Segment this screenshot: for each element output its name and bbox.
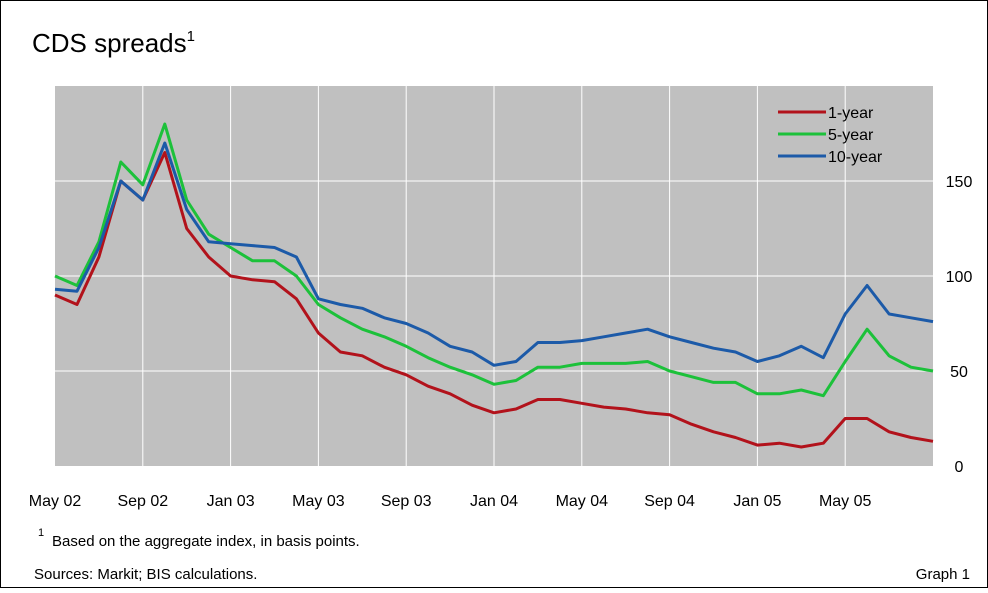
y-tick-label: 150 bbox=[946, 174, 973, 191]
legend-label: 10-year bbox=[828, 149, 883, 166]
legend-label: 1-year bbox=[828, 105, 874, 122]
line-series bbox=[54, 151, 934, 449]
line-series bbox=[54, 122, 934, 398]
x-tick-label: Jan 03 bbox=[207, 493, 255, 510]
footnote: Based on the aggregate index, in basis p… bbox=[52, 533, 360, 550]
y-tick-label: 0 bbox=[955, 459, 964, 476]
x-tick-label: May 05 bbox=[819, 493, 872, 510]
chart-title: CDS spreads1 bbox=[32, 28, 195, 58]
x-tick-label: Jan 04 bbox=[470, 493, 518, 510]
y-tick-label: 100 bbox=[946, 269, 973, 286]
x-tick-label: Sep 04 bbox=[644, 493, 695, 510]
legend-label: 5-year bbox=[828, 127, 874, 144]
graph-label: Graph 1 bbox=[916, 566, 970, 583]
x-tick-label: May 04 bbox=[556, 493, 609, 510]
footnote-marker: 1 bbox=[38, 527, 44, 539]
x-tick-label: Sep 03 bbox=[381, 493, 432, 510]
x-tick-label: Sep 02 bbox=[117, 493, 168, 510]
x-tick-label: Jan 05 bbox=[733, 493, 781, 510]
y-tick-label: 50 bbox=[950, 364, 968, 381]
sources: Sources: Markit; BIS calculations. bbox=[34, 566, 257, 583]
line-series bbox=[54, 141, 934, 367]
x-tick-label: May 02 bbox=[29, 493, 82, 510]
x-tick-label: May 03 bbox=[292, 493, 345, 510]
